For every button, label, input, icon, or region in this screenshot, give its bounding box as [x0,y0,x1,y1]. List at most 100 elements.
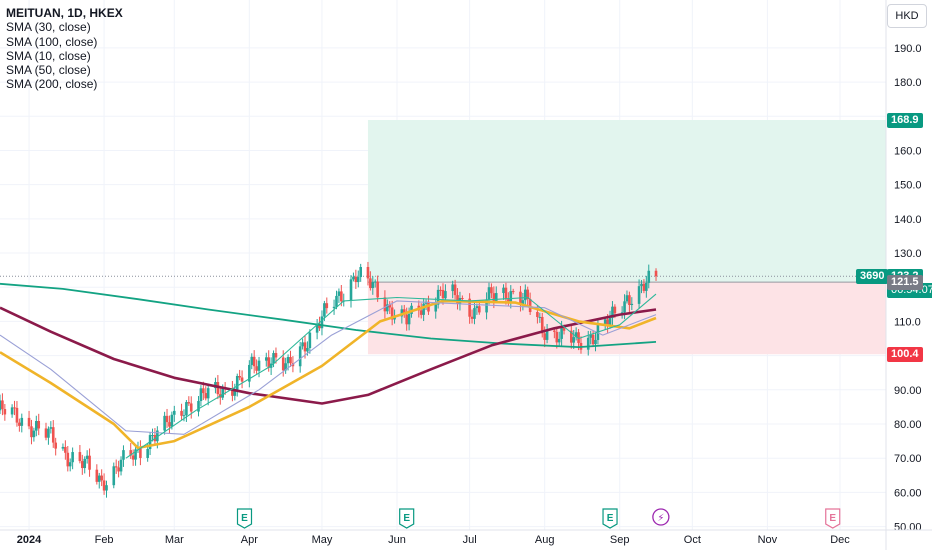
candle-body [390,307,394,320]
candle-body [165,415,169,423]
legend-sma-200[interactable]: SMA (200, close) [6,77,98,92]
candle-body [233,389,237,396]
candle-body [286,357,290,364]
x-tick-label: Jul [463,534,477,546]
candle-body [453,284,457,296]
candle-body [623,301,626,313]
candle-body [356,277,360,283]
candle-body [49,427,53,429]
candle-body [250,356,254,365]
candle-body [543,333,546,340]
x-tick-label: Dec [830,534,850,546]
candle-body [468,298,471,317]
candle-body [574,332,578,338]
candle-body [572,337,576,343]
candle-body [642,283,646,291]
candle-body [441,289,445,299]
candle-body [197,401,200,412]
candle-body [146,449,149,458]
candle-body [119,459,123,472]
candle-body [61,446,65,449]
candle-body [407,313,411,325]
sma-line-3 [0,300,657,435]
candle-body [71,452,74,463]
candle-body [235,376,239,390]
candle-body [640,283,643,287]
candle-body [44,428,48,438]
ticker-code-tag: 3690 [856,268,889,284]
earnings-icon[interactable]: E [825,508,841,529]
candle-body [620,312,624,314]
candle-body [54,442,57,449]
x-tick-label: Oct [684,534,701,546]
candle-body [405,314,408,325]
earnings-icon-label: E [607,513,614,524]
earnings-icon-label: E [829,513,836,524]
candle-body [560,326,563,339]
candle-body [306,348,309,352]
candle-body [105,485,108,491]
candle-body [1,400,4,410]
earnings-icon-shape [825,508,841,529]
y-tick-label: 90.00 [894,385,922,397]
candle-body [570,330,573,343]
candle-body [383,297,387,312]
candle-body [308,332,312,349]
x-tick-label: Aug [535,534,555,546]
candle-body [187,402,191,404]
candle-body [51,427,55,443]
candle-body [240,377,244,382]
candle-body [628,295,631,305]
y-tick-label: 180.0 [894,77,922,89]
legend-sma-100[interactable]: SMA (100, close) [6,34,98,49]
candle-body [349,279,353,301]
candle-body [603,319,607,325]
x-tick-label: Mar [165,534,184,546]
x-tick-label: May [312,534,333,546]
candle-body [238,376,241,378]
candle-body [18,422,21,426]
target-zone [367,120,886,283]
sma-line-0 [0,282,657,348]
candle-body [97,475,101,482]
earnings-icon[interactable]: E [236,508,253,529]
x-tick-label: Feb [95,534,114,546]
y-tick-label: 50.00 [894,522,922,534]
legend-sma-30[interactable]: SMA (30, close) [6,20,91,35]
candle-body [100,475,103,481]
candle-body [88,455,91,470]
candle-body [654,270,658,277]
candle-body [340,291,343,302]
candle-body [37,420,41,429]
x-tick-label: Sep [610,534,630,546]
candle-body [320,316,324,329]
candle-body [521,300,525,305]
candle-body [315,323,319,333]
candle-body [637,286,641,304]
earnings-icon[interactable]: E [602,508,618,529]
candle-body [221,387,225,398]
candle-body [206,388,210,399]
candle-body [630,303,634,305]
exchange-label: HKEX [89,6,123,20]
candle-body [27,417,31,427]
y-tick-label: 140.0 [894,214,922,226]
currency-button[interactable]: HKD [887,4,927,28]
candle-body [591,334,595,345]
candle-body [129,450,133,456]
earnings-icon[interactable]: E [399,508,415,529]
dividend-icon[interactable]: ⚡ [652,508,670,526]
candle-body [473,308,476,319]
candle-body [3,409,7,415]
dividend-icon-circle [652,508,670,526]
candle-body [492,293,496,302]
candle-body [494,293,498,302]
candle-body [68,462,72,467]
candle-body [10,407,14,415]
legend-sma-50[interactable]: SMA (50, close) [6,63,91,78]
symbol-title[interactable]: MEITUAN, 1D, HKEX [6,6,123,20]
legend-sma-10[interactable]: SMA (10, close) [6,48,91,63]
candle-body [318,323,321,329]
earnings-icon-label: E [241,513,248,524]
